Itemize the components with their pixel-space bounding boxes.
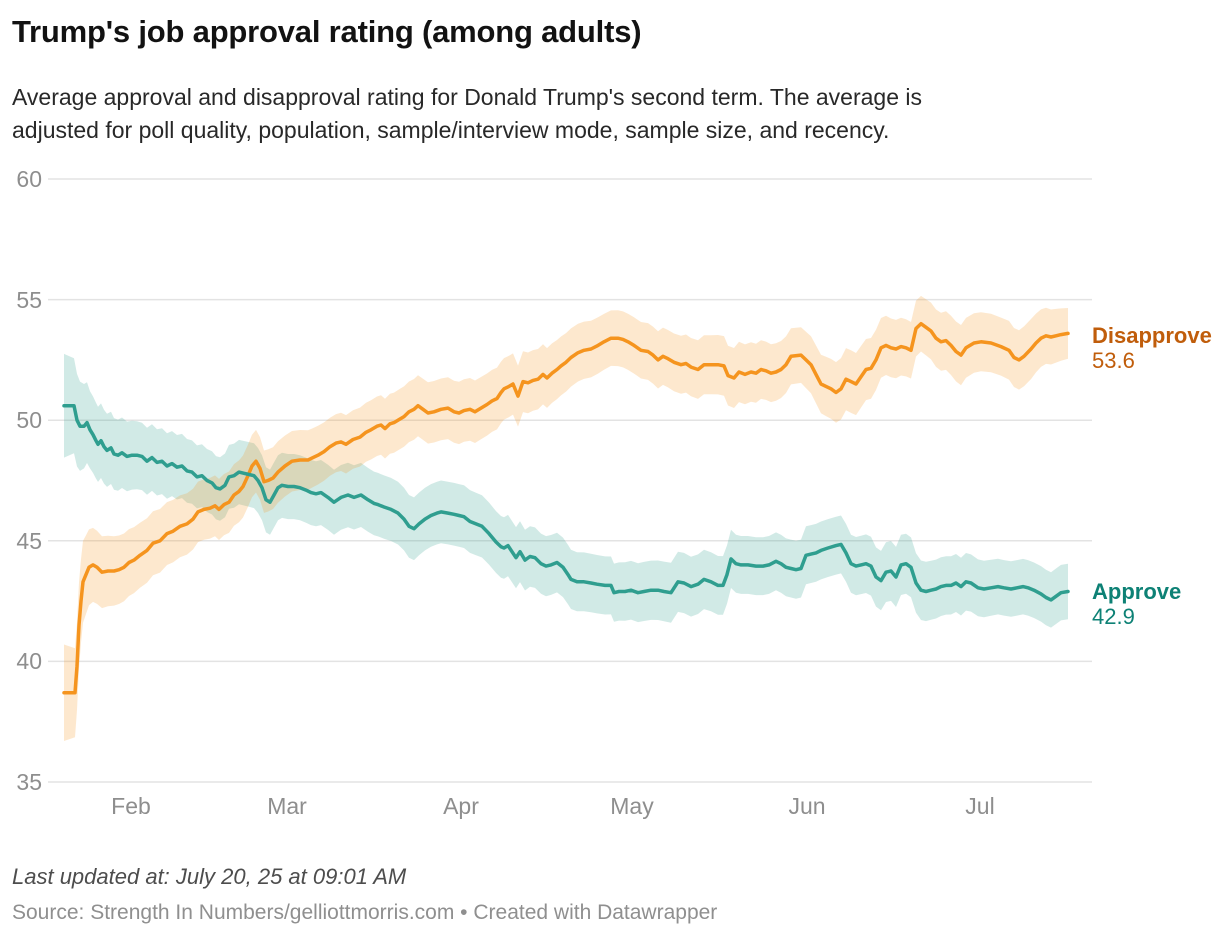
x-tick-label-apr: Apr bbox=[443, 793, 479, 819]
x-tick-label-jul: Jul bbox=[965, 793, 995, 819]
y-tick-label-40: 40 bbox=[16, 648, 42, 675]
y-tick-label-50: 50 bbox=[16, 407, 42, 434]
confidence-bands bbox=[64, 295, 1068, 741]
approve-band bbox=[64, 353, 1068, 628]
approve-series-name: Approve bbox=[1092, 579, 1182, 604]
subtitle-line-1: Average approval and disapproval rating … bbox=[12, 84, 922, 110]
subtitle-line-2: adjusted for poll quality, population, s… bbox=[12, 117, 890, 143]
y-tick-label-35: 35 bbox=[16, 769, 42, 795]
approve-line bbox=[62, 403, 1070, 602]
disapprove-line bbox=[62, 321, 1070, 695]
last-updated-text: Last updated at: July 20, 25 at 09:01 AM bbox=[12, 864, 407, 889]
approve-current-value: 42.9 bbox=[1092, 604, 1135, 629]
approve-end-label: Approve 42.9 bbox=[1092, 580, 1181, 628]
y-tick-label-60: 60 bbox=[16, 166, 42, 192]
disapprove-end-label: Disapprove 53.6 bbox=[1092, 324, 1212, 372]
x-tick-label-mar: Mar bbox=[267, 793, 307, 819]
page-title: Trump's job approval rating (among adult… bbox=[12, 14, 642, 49]
y-tick-label-55: 55 bbox=[16, 286, 42, 313]
gridlines bbox=[48, 178, 1092, 783]
disapprove-band bbox=[64, 295, 1068, 741]
series-lines bbox=[62, 321, 1070, 695]
disapprove-current-value: 53.6 bbox=[1092, 348, 1135, 373]
x-tick-label-jun: Jun bbox=[788, 793, 826, 819]
x-tick-label-may: May bbox=[610, 793, 654, 819]
disapprove-series-name: Disapprove bbox=[1092, 323, 1212, 348]
y-tick-label-45: 45 bbox=[16, 527, 42, 554]
source-attribution: Source: Strength In Numbers/gelliottmorr… bbox=[12, 901, 718, 924]
x-tick-label-feb: Feb bbox=[111, 793, 151, 819]
